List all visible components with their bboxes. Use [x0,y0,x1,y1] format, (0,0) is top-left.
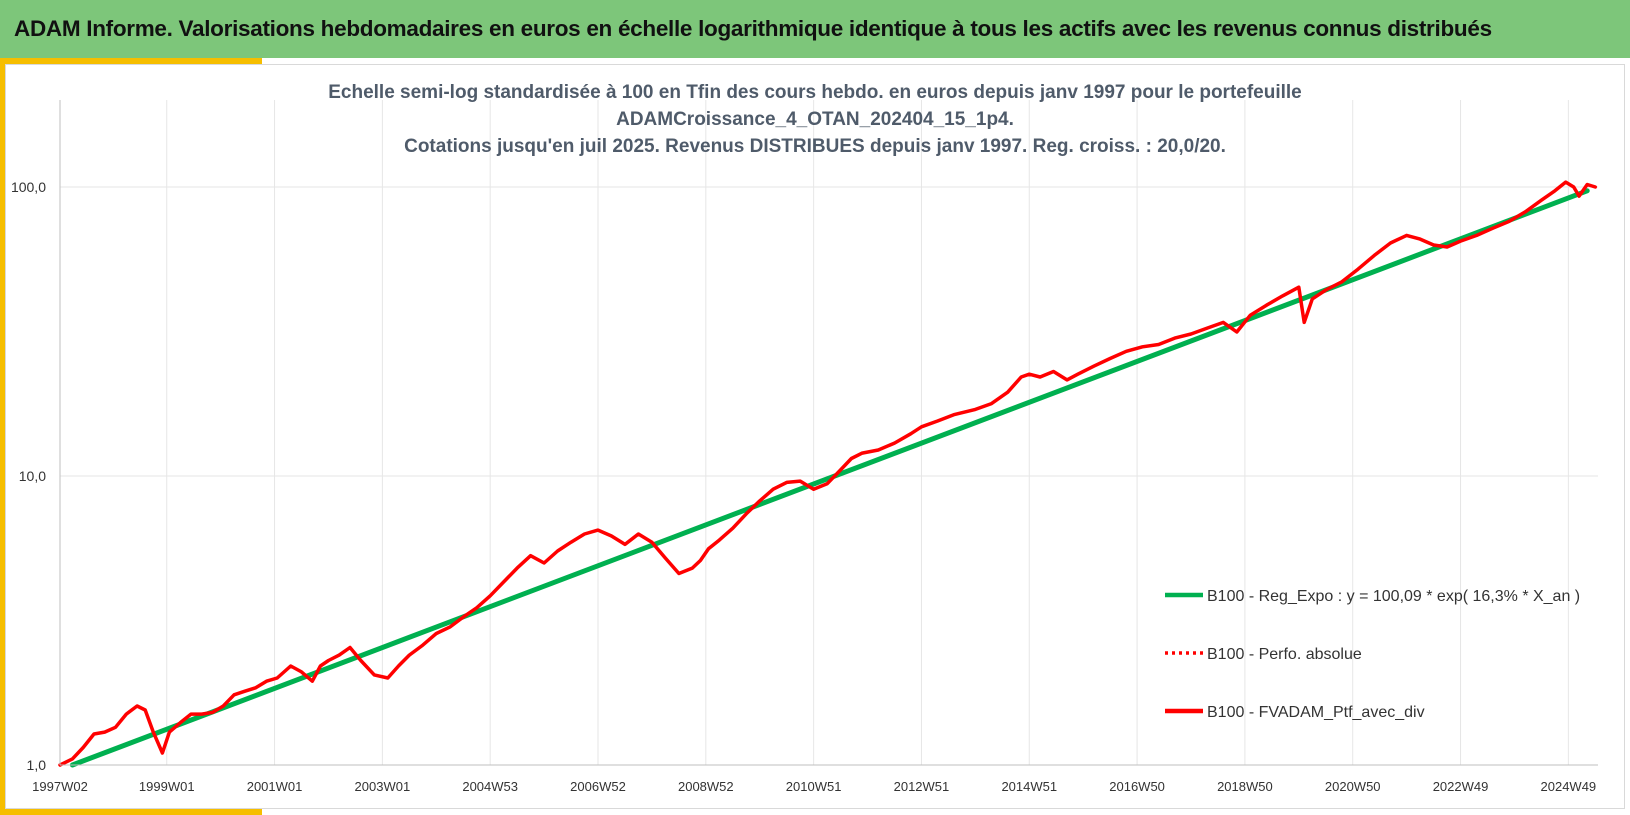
x-tick-label: 2024W49 [1541,779,1597,794]
header-banner: ADAM Informe. Valorisations hebdomadaire… [0,0,1630,58]
x-tick-label: 2016W50 [1109,779,1165,794]
chart-title-line: Echelle semi-log standardisée à 100 en T… [328,82,1302,103]
x-tick-label: 2018W50 [1217,779,1273,794]
x-tick-label: 2001W01 [247,779,303,794]
x-tick-label: 2022W49 [1433,779,1489,794]
y-tick-label: 10,0 [19,468,46,484]
y-tick-label: 1,0 [27,757,47,773]
legend-label: B100 - Perfo. absolue [1207,646,1362,663]
x-tick-label: 2020W50 [1325,779,1381,794]
x-tick-label: 2010W51 [786,779,842,794]
x-tick-label: 2008W52 [678,779,734,794]
x-tick-label: 1997W02 [32,779,88,794]
series-layer [58,180,1598,768]
regression-line [69,188,1590,768]
legend-label: B100 - Reg_Expo : y = 100,09 * exp( 16,3… [1207,588,1580,605]
accent-bar-bottom [0,809,262,815]
accent-bar-top [0,58,262,64]
x-tick-label: 2003W01 [355,779,411,794]
chart-frame [5,64,1625,809]
grid [59,100,1598,766]
accent-bar-left [0,58,5,815]
legend-label: B100 - FVADAM_Ptf_avec_div [1207,704,1425,721]
portfolio-line [58,180,1598,767]
chart-title-line: Cotations jusqu'en juil 2025. Revenus DI… [404,136,1226,157]
x-tick-label: 2014W51 [1001,779,1057,794]
page-title: ADAM Informe. Valorisations hebdomadaire… [14,16,1492,41]
axes: 1997W02 1999W01 2001W01 2003W01 2004W53 2006W… [11,100,1598,794]
chart-title: Echelle semi-log standardisée à 100 en T… [328,82,1302,157]
y-tick-label: 100,0 [11,179,46,195]
x-tick-label: 1999W01 [139,779,195,794]
legend: B100 - Reg_Expo : y = 100,09 * exp( 16,3… [1165,588,1580,721]
chart-title-line: ADAMCroissance_4_OTAN_202404_15_1p4. [616,109,1014,130]
x-tick-label: 2012W51 [894,779,950,794]
x-tick-label: 2004W53 [462,779,518,794]
x-tick-label: 2006W52 [570,779,626,794]
